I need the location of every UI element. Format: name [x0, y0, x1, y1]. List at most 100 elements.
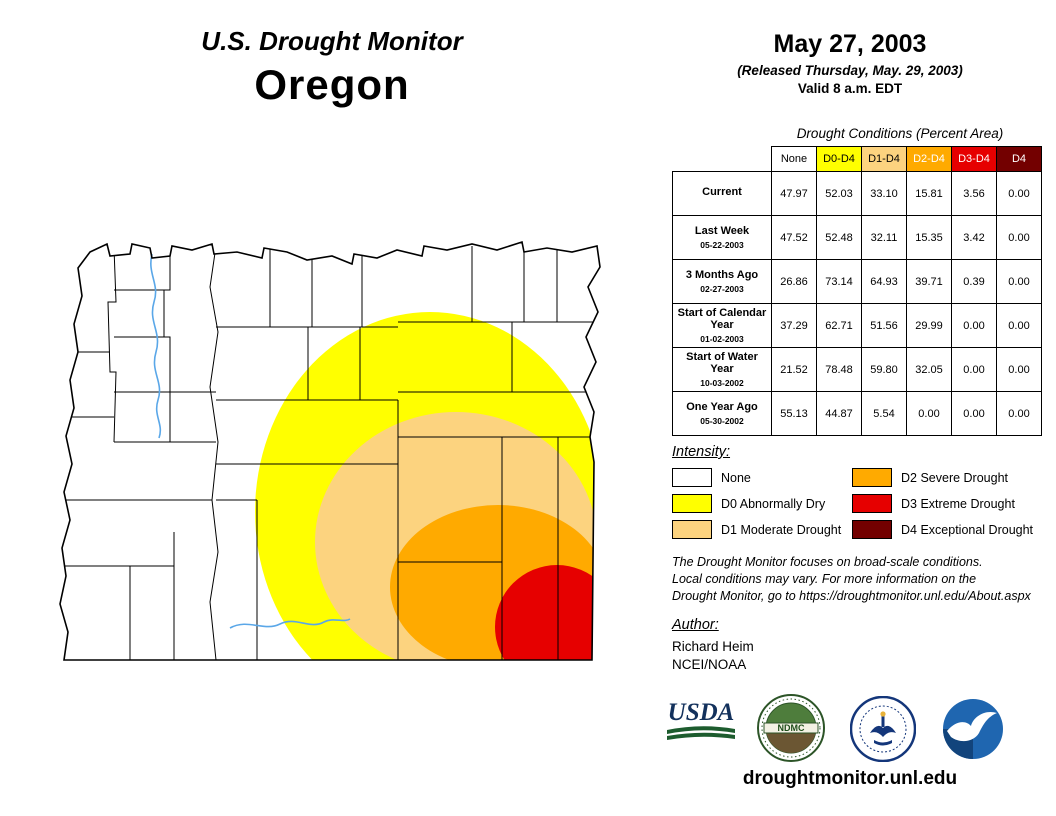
d2-swatch: [852, 468, 892, 487]
table-cell: 0.00: [996, 347, 1042, 392]
table-title: Drought Conditions (Percent Area): [796, 126, 1004, 141]
state-outline: [59, 240, 601, 661]
usda-wordmark: USDA: [667, 699, 735, 726]
d4-swatch: [852, 520, 892, 539]
table-cell: 37.29: [771, 303, 817, 348]
table-cell: 59.80: [861, 347, 907, 392]
table-cell: 0.00: [996, 259, 1042, 304]
table-cell: 0.00: [996, 215, 1042, 260]
author-name: Richard Heim: [672, 639, 754, 654]
row-label-3-months-ago: 3 Months Ago 02-27-2003: [672, 259, 772, 304]
title-block: U.S. Drought Monitor Oregon: [132, 26, 532, 109]
column-header-d2-d4: D2-D4: [906, 146, 952, 172]
drought-conditions-table: None D0-D4 D1-D4 D2-D4 D3-D4 D4 Current …: [672, 146, 1042, 436]
footer-url: droughtmonitor.unl.edu: [742, 768, 958, 789]
date-block: May 27, 2003 (Released Thursday, May. 29…: [660, 30, 1040, 96]
usda-swoosh-icon: [667, 726, 735, 740]
table-cell: 78.48: [816, 347, 862, 392]
table-cell: 51.56: [861, 303, 907, 348]
table-cell: 0.00: [951, 303, 997, 348]
none-swatch: [672, 468, 712, 487]
disclaimer-line: The Drought Monitor focuses on broad-sca…: [672, 555, 983, 569]
table-cell: 52.48: [816, 215, 862, 260]
noaa-seal-icon: [943, 699, 1003, 759]
row-label-current: Current: [672, 171, 772, 216]
row-label-last-week: Last Week 05-22-2003: [672, 215, 772, 260]
table-cell: 47.97: [771, 171, 817, 216]
table-cell: 47.52: [771, 215, 817, 260]
table-cell: 32.11: [861, 215, 907, 260]
table-cell: 52.03: [816, 171, 862, 216]
d1-swatch: [672, 520, 712, 539]
row-label-one-year-ago: One Year Ago 05-30-2002: [672, 391, 772, 436]
page-title: U.S. Drought Monitor: [201, 26, 463, 56]
table-cell: 64.93: [861, 259, 907, 304]
table-cell: 15.35: [906, 215, 952, 260]
row-label-start-water-year: Start of Water Year 10-03-2002: [672, 347, 772, 392]
table-row: 3 Months Ago 02-27-2003 26.86 73.14 64.93…: [672, 259, 1042, 304]
table-cell: 0.00: [951, 391, 997, 436]
author-heading: Author:: [672, 617, 719, 633]
table-cell: 0.39: [951, 259, 997, 304]
d3-extreme-drought-area: [495, 565, 600, 660]
d3-swatch: [852, 494, 892, 513]
noaa-logo: [942, 698, 1004, 765]
table-cell: 15.81: [906, 171, 952, 216]
column-header-d0-d4: D0-D4: [816, 146, 862, 172]
commerce-seal-icon: [849, 695, 917, 763]
valid-time: Valid 8 a.m. EDT: [797, 81, 903, 96]
table-cell: 32.05: [906, 347, 952, 392]
legend-item-d2: D2 Severe Drought: [852, 468, 1008, 487]
table-corner-cell: [672, 146, 772, 172]
legend-title: Intensity:: [672, 444, 731, 460]
table-cell: 3.56: [951, 171, 997, 216]
legend-item-d0: D0 Abnormally Dry: [672, 494, 825, 513]
table-row: One Year Ago 05-30-2002 55.13 44.87 5.54 …: [672, 391, 1042, 436]
legend-item-none: None: [672, 468, 751, 487]
map-date: May 27, 2003: [773, 30, 927, 58]
disclaimer-line: Drought Monitor, go to https://droughtmo…: [672, 588, 1031, 603]
table-cell: 39.71: [906, 259, 952, 304]
table-cell: 29.99: [906, 303, 952, 348]
state-title: Oregon: [254, 61, 410, 108]
table-cell: 26.86: [771, 259, 817, 304]
column-header-d1-d4: D1-D4: [861, 146, 907, 172]
table-cell: 44.87: [816, 391, 862, 436]
table-cell: 0.00: [906, 391, 952, 436]
column-header-d4: D4: [996, 146, 1042, 172]
column-header-none: None: [771, 146, 817, 172]
table-header-row: None D0-D4 D1-D4 D2-D4 D3-D4 D4: [672, 146, 1042, 172]
table-cell: 33.10: [861, 171, 907, 216]
legend-item-d3: D3 Extreme Drought: [852, 494, 1015, 513]
commerce-logo: [849, 695, 917, 767]
table-row: Current 47.97 52.03 33.10 15.81 3.56 0.0…: [672, 171, 1042, 216]
table-cell: 3.42: [951, 215, 997, 260]
map-svg: [59, 240, 601, 661]
table-cell: 55.13: [771, 391, 817, 436]
disclaimer-text: The Drought Monitor focuses on broad-sca…: [672, 554, 1031, 605]
county-lines: [62, 244, 600, 660]
table-row: Last Week 05-22-2003 47.52 52.48 32.11 15…: [672, 215, 1042, 260]
table-cell: 0.00: [996, 391, 1042, 436]
column-header-d3-d4: D3-D4: [951, 146, 997, 172]
table-row: Start of Water Year 10-03-2002 21.52 78.4…: [672, 347, 1042, 392]
legend-item-d1: D1 Moderate Drought: [672, 520, 841, 539]
table-cell: 21.52: [771, 347, 817, 392]
d0-swatch: [672, 494, 712, 513]
table-cell: 0.00: [996, 303, 1042, 348]
usda-logo: USDA: [662, 700, 740, 748]
table-cell: 62.71: [816, 303, 862, 348]
table-cell: 73.14: [816, 259, 862, 304]
legend-item-d4: D4 Exceptional Drought: [852, 520, 1033, 539]
release-date: (Released Thursday, May. 29, 2003): [737, 63, 963, 78]
author-org: NCEI/NOAA: [672, 657, 747, 672]
disclaimer-line: Local conditions may vary. For more info…: [672, 571, 977, 586]
table-cell: 0.00: [996, 171, 1042, 216]
oregon-drought-map: [52, 232, 632, 677]
ndmc-seal-icon: NDMC: [757, 694, 825, 762]
table-cell: 0.00: [951, 347, 997, 392]
river-lines: [150, 253, 351, 629]
ndmc-logo: NDMC: [757, 694, 825, 767]
table-row: Start of Calendar Year 01-02-2003 37.29 6…: [672, 303, 1042, 348]
table-cell: 5.54: [861, 391, 907, 436]
